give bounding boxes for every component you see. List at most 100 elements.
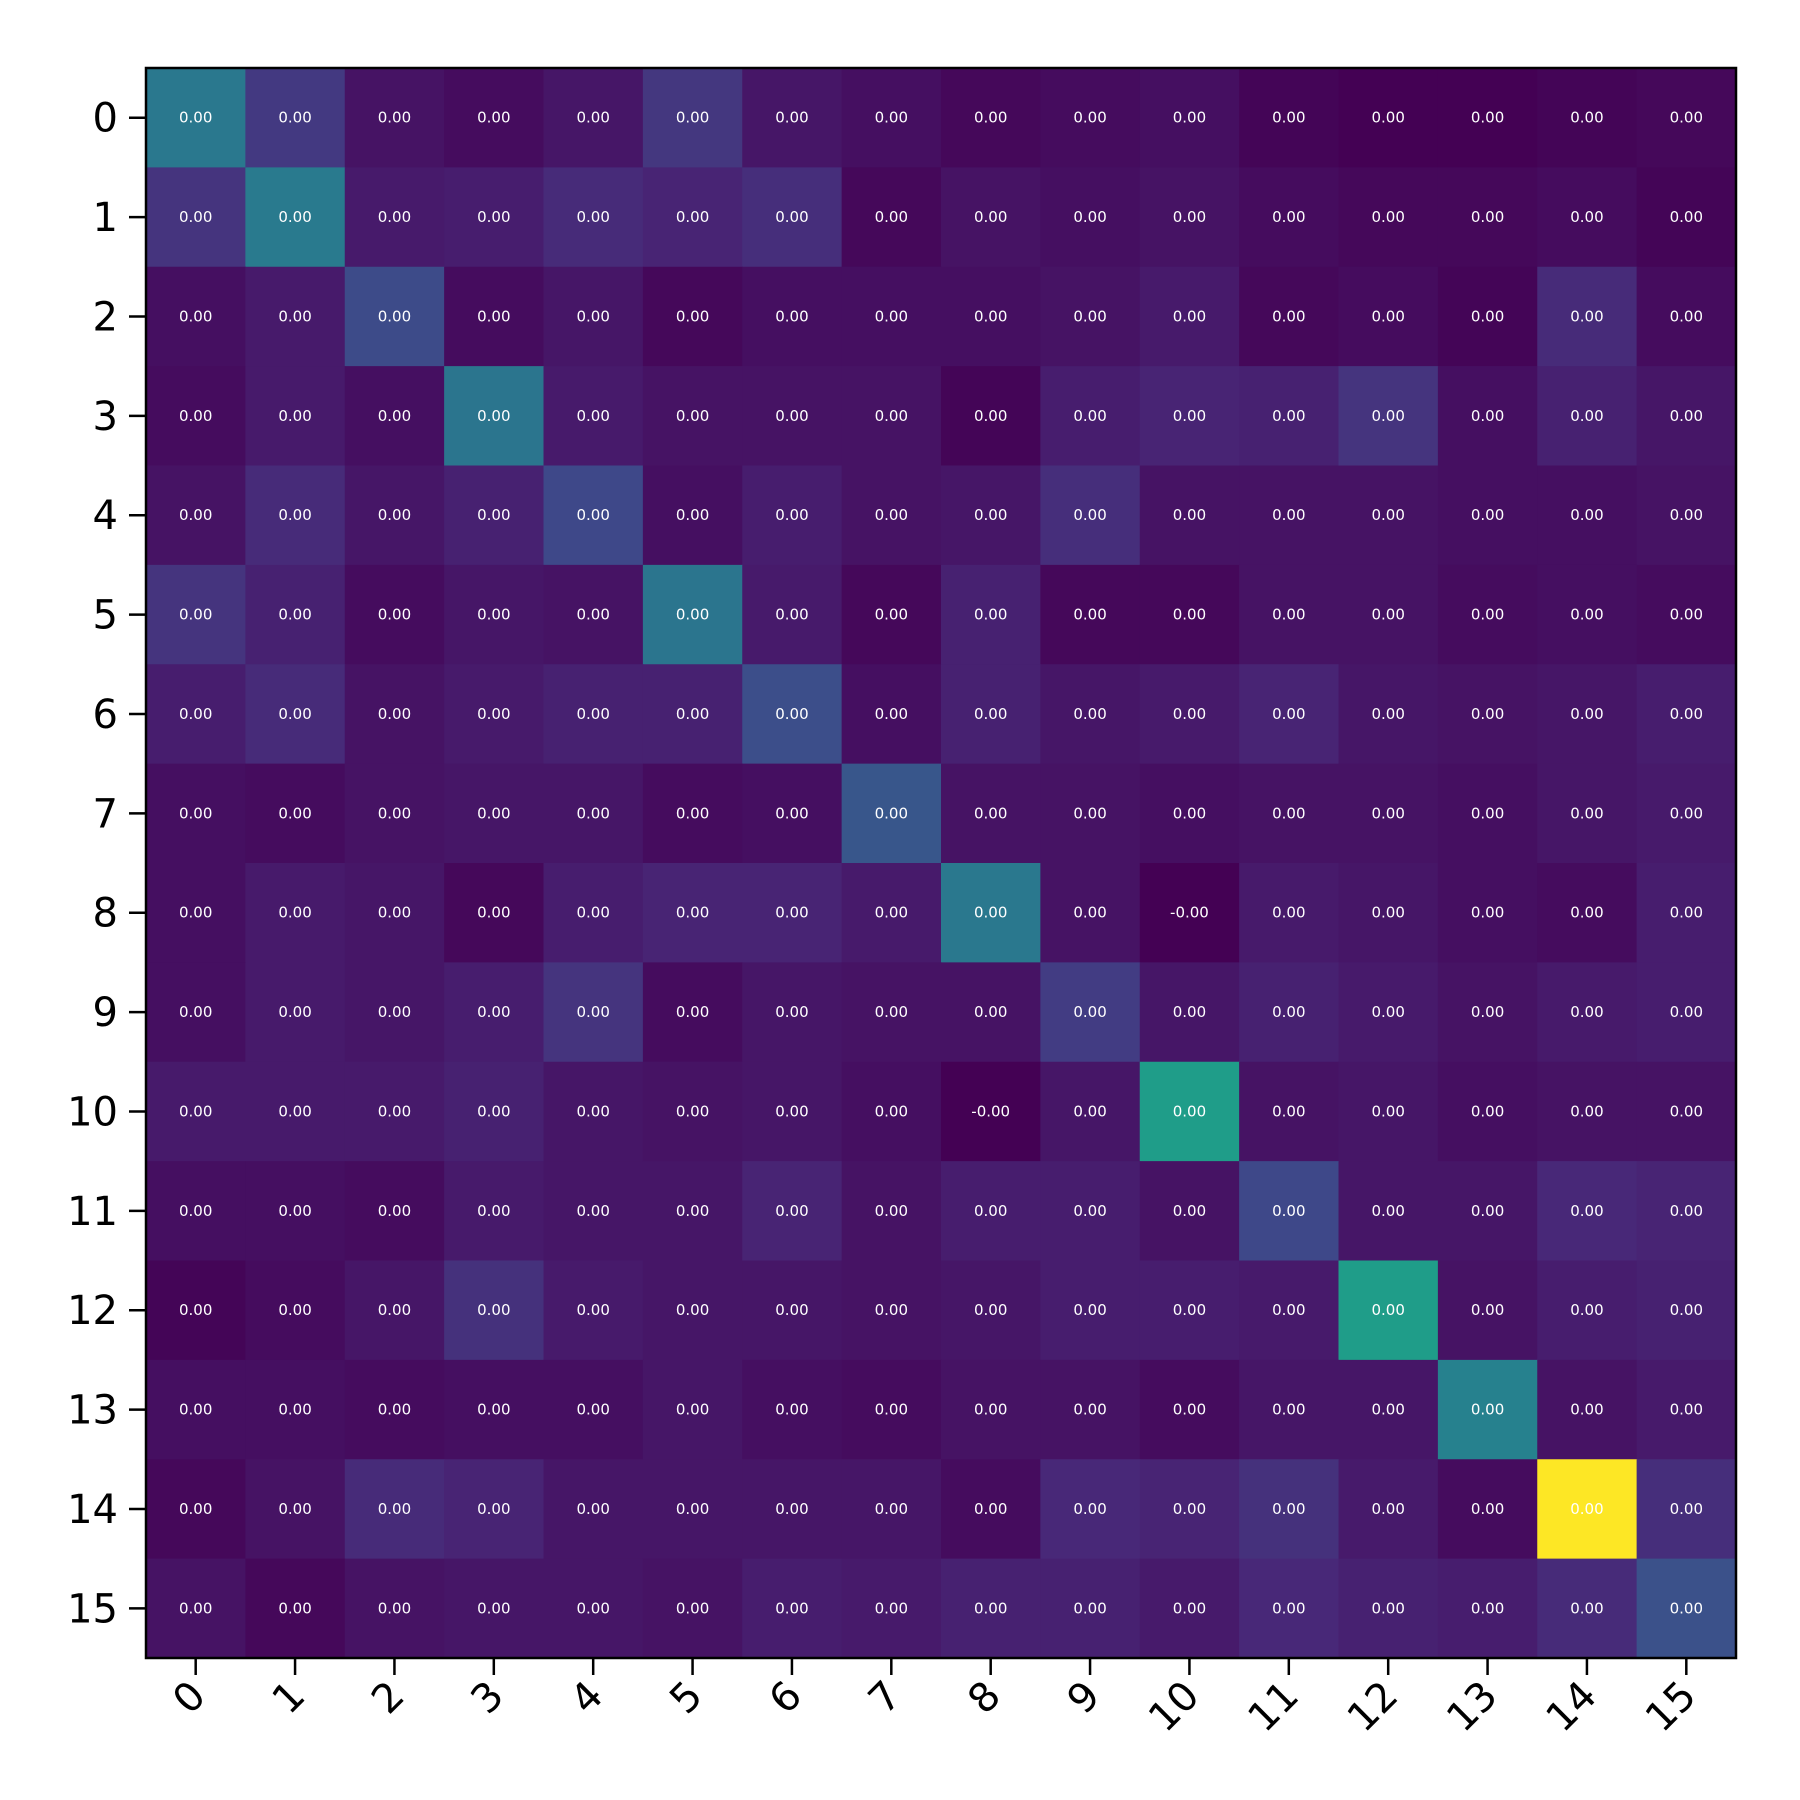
cell-value-label: 0.00 <box>1173 1401 1206 1419</box>
cell-value-label: 0.00 <box>278 804 311 822</box>
heatmap-cell <box>1239 167 1340 268</box>
heatmap-cell <box>146 664 246 765</box>
y-tick-label: 15 <box>67 1586 118 1632</box>
cell-value-label: 0.00 <box>1073 804 1106 822</box>
cell-value-label: 0.00 <box>676 804 709 822</box>
cell-value-label: 0.00 <box>1173 804 1206 822</box>
heatmap-cell <box>444 863 545 963</box>
cell-value-label: 0.00 <box>1272 1301 1305 1319</box>
cell-value-label: -0.00 <box>1170 904 1209 922</box>
cell-value-label: 0.00 <box>676 1202 709 1220</box>
heatmap-cell <box>146 68 246 168</box>
y-tick-label: 14 <box>67 1487 118 1533</box>
cell-value-label: 0.00 <box>278 506 311 524</box>
x-tick-label: 0 <box>164 1673 215 1724</box>
cell-value-label: 0.00 <box>378 606 411 624</box>
cell-value-label: 0.00 <box>1670 606 1703 624</box>
heatmap-cell <box>344 664 445 765</box>
cell-value-label: 0.00 <box>974 1003 1007 1021</box>
heatmap-cell <box>642 564 743 665</box>
cell-value-label: 0.00 <box>775 1301 808 1319</box>
heatmap-cell <box>1040 1061 1141 1162</box>
heatmap-cell <box>344 863 445 963</box>
cell-value-label: 0.00 <box>1371 606 1404 624</box>
cell-value-label: 0.00 <box>1570 506 1603 524</box>
heatmap-cell <box>344 564 445 665</box>
cell-value-label: 0.00 <box>179 307 212 325</box>
cell-value-label: 0.00 <box>1073 606 1106 624</box>
cell-value-label: 0.00 <box>576 904 609 922</box>
heatmap-cell <box>941 1161 1041 1262</box>
heatmap-cell <box>146 564 246 665</box>
cell-value-label: 0.00 <box>1173 109 1206 127</box>
heatmap-cell <box>344 366 445 467</box>
heatmap-cell <box>146 1359 246 1460</box>
cell-value-label: 0.00 <box>1371 1599 1404 1617</box>
heatmap-cell <box>1437 1260 1538 1361</box>
x-tick-label: 10 <box>1140 1673 1209 1742</box>
cell-value-label: 0.00 <box>1272 804 1305 822</box>
cell-value-label: 0.00 <box>1073 1003 1106 1021</box>
x-tick-label: 3 <box>462 1673 513 1724</box>
heatmap-cell <box>1040 465 1141 566</box>
heatmap-cell <box>1636 664 1737 765</box>
heatmap-cell <box>941 1558 1041 1659</box>
y-tick-label: 12 <box>67 1288 118 1334</box>
cell-value-label: 0.00 <box>1570 407 1603 425</box>
cell-value-label: 0.00 <box>1173 1102 1206 1120</box>
cell-value-label: 0.00 <box>1670 705 1703 723</box>
heatmap-cell <box>1437 366 1538 467</box>
cell-value-label: 0.00 <box>676 407 709 425</box>
heatmap-cell <box>1437 1359 1538 1460</box>
cell-value-label: 0.00 <box>775 307 808 325</box>
cell-value-label: 0.00 <box>676 109 709 127</box>
cell-value-label: 0.00 <box>775 407 808 425</box>
cell-value-label: 0.00 <box>576 705 609 723</box>
cell-value-label: 0.00 <box>378 208 411 226</box>
heatmap-cell <box>245 366 346 467</box>
y-tick-label: 11 <box>67 1189 118 1235</box>
heatmap-cell <box>941 664 1041 765</box>
cell-value-label: 0.00 <box>278 1202 311 1220</box>
cell-value-label: 0.00 <box>974 307 1007 325</box>
cell-value-label: 0.00 <box>378 109 411 127</box>
heatmap-cell <box>941 366 1041 467</box>
cell-value-label: 0.00 <box>875 1102 908 1120</box>
cell-value-label: 0.00 <box>1272 904 1305 922</box>
x-axis: 0 1 2 3 4 5 6 7 8 9 10 11 12 13 14 15 <box>164 1658 1705 1741</box>
cell-value-label: 0.00 <box>278 109 311 127</box>
heatmap-cell <box>1338 564 1439 665</box>
cell-value-label: 0.00 <box>1471 1003 1504 1021</box>
heatmap-cell <box>1338 863 1439 963</box>
heatmap-cell <box>941 68 1041 168</box>
heatmap-cell <box>1437 962 1538 1063</box>
cell-value-label: 0.00 <box>1173 1301 1206 1319</box>
heatmap-cell <box>941 962 1041 1063</box>
cell-value-label: 0.00 <box>1371 208 1404 226</box>
heatmap-cell <box>1338 763 1439 864</box>
cell-value-label: 0.00 <box>477 1102 510 1120</box>
heatmap-cell <box>1239 1260 1340 1361</box>
heatmap-cell <box>642 167 743 268</box>
heatmap-cell <box>642 1161 743 1262</box>
heatmap-cell <box>1636 763 1737 864</box>
cell-value-label: 0.00 <box>1670 208 1703 226</box>
cell-value-label: 0.00 <box>278 1301 311 1319</box>
cell-value-label: 0.00 <box>1471 109 1504 127</box>
x-tick-label: 12 <box>1339 1673 1408 1742</box>
y-tick-label: 6 <box>93 692 118 738</box>
cell-value-label: 0.00 <box>875 1599 908 1617</box>
heatmap-cell <box>941 863 1041 963</box>
cell-value-label: 0.00 <box>278 606 311 624</box>
heatmap-cell <box>146 1459 246 1560</box>
heatmap-cell <box>444 763 545 864</box>
cell-value-label: 0.00 <box>1670 1500 1703 1518</box>
cell-value-label: 0.00 <box>278 1500 311 1518</box>
heatmap-cell <box>1040 1260 1141 1361</box>
heatmap-cell <box>1139 564 1240 665</box>
cell-value-label: 0.00 <box>1570 307 1603 325</box>
cell-value-label: 0.00 <box>1471 904 1504 922</box>
heatmap-cell <box>1040 962 1141 1063</box>
heatmap-cell <box>1040 763 1141 864</box>
cell-value-label: 0.00 <box>1471 1599 1504 1617</box>
